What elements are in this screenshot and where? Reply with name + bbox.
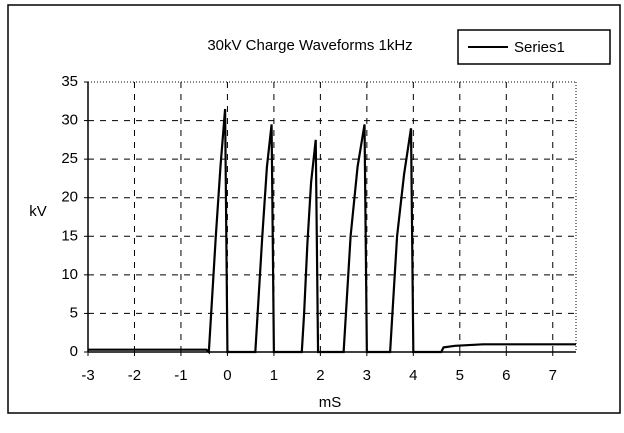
x-axis-label: mS [319,394,342,411]
x-tick-label: -2 [128,367,141,384]
x-tick-label: -3 [81,367,94,384]
chart-title: 30kV Charge Waveforms 1kHz [207,37,412,54]
y-tick-label: 5 [70,304,78,321]
series-line [88,108,576,355]
y-tick-label: 25 [61,150,78,167]
y-tick-label: 0 [70,343,78,360]
y-tick-label: 15 [61,227,78,244]
y-tick-label: 20 [61,189,78,206]
x-tick-label: -1 [174,367,187,384]
x-tick-label: 2 [316,367,324,384]
y-tick-label: 35 [61,73,78,90]
legend-label: Series1 [514,39,565,56]
y-tick-label: 30 [61,112,78,129]
x-tick-label: 3 [363,367,371,384]
x-tick-label: 0 [223,367,231,384]
x-tick-label: 5 [456,367,464,384]
y-tick-label: 10 [61,266,78,283]
x-tick-label: 6 [502,367,510,384]
chart-frame [7,4,621,414]
x-tick-label: 1 [270,367,278,384]
x-tick-label: 7 [549,367,557,384]
y-axis-label: kV [29,203,47,220]
x-tick-label: 4 [409,367,417,384]
